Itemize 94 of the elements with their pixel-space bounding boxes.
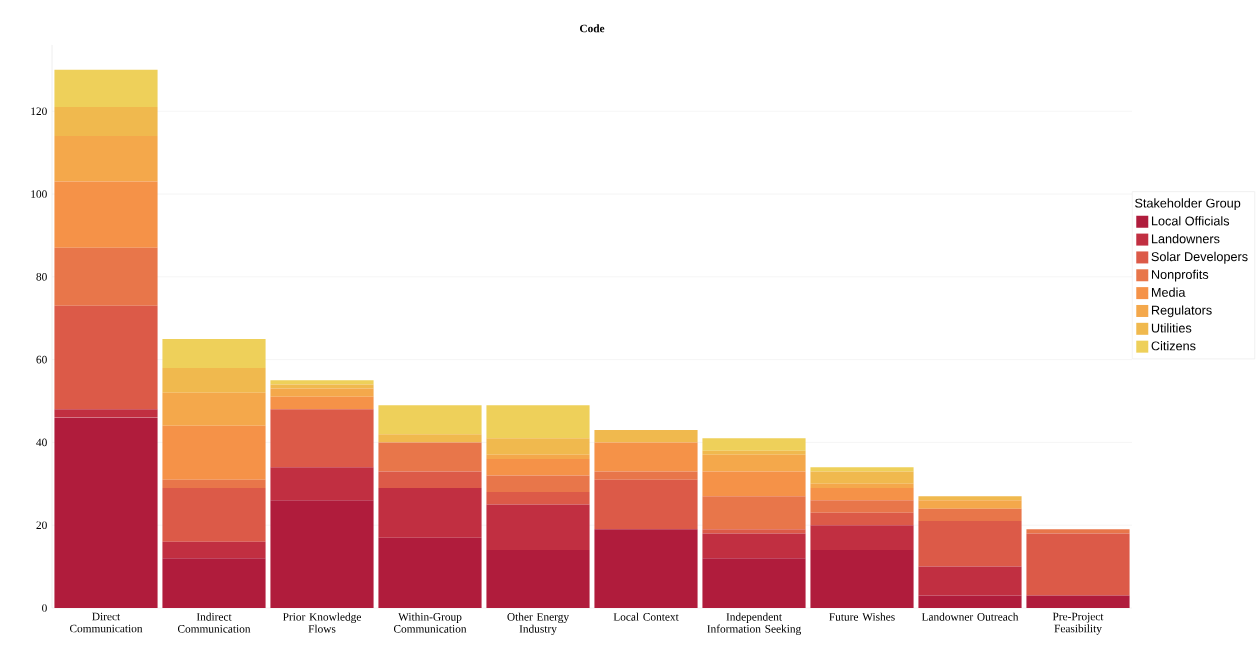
bar [594,442,698,472]
legend-label: Landowners [1151,234,1220,244]
bar [486,492,590,505]
bar [594,429,698,443]
bar [378,442,482,472]
x-tick-label: Other Energy Industry [507,612,570,636]
legend-label: Citizens [1151,341,1196,351]
y-tick-label: 20 [36,521,47,530]
bar [1026,533,1130,596]
bar [486,504,590,551]
y-tick-label: 40 [36,438,47,447]
bar [54,409,158,418]
legend-label: Media [1151,287,1186,297]
legend-label: Regulators [1151,305,1212,318]
bar [486,438,590,455]
bar [810,471,914,484]
bar [486,458,590,476]
bar [378,487,482,538]
bar [54,247,158,306]
bar [486,475,590,493]
bar [378,537,482,608]
bar [918,508,1022,522]
y-tick-label: 0 [42,604,47,612]
bar [378,434,482,443]
x-tick-label: Direct Communication [69,612,143,633]
x-tick-label: Landowner Outreach [921,612,1019,621]
legend-label: Local Officials [1151,216,1230,226]
x-tick-label: Local Context [613,612,679,621]
bar [54,69,158,108]
bar [810,483,914,488]
bar [54,417,158,608]
x-tick-label: Within-Group Communication [393,612,467,633]
chart-title: Code [579,24,605,33]
legend-title: Stakeholder Group [1135,198,1241,211]
x-tick-label: Pre-Project Feasibility [1052,612,1104,635]
bar [810,550,914,608]
bar [270,380,374,385]
bar [702,533,806,559]
bar [162,338,266,368]
bar [702,450,806,455]
bar [162,479,266,488]
bar [810,525,914,551]
bar [270,467,374,501]
bar [594,471,698,480]
y-tick-label: 120 [31,107,47,116]
legend-label: Utilities [1151,323,1192,333]
bar [810,467,914,472]
bar [702,471,806,497]
x-tick-label: Future Wishes [829,612,895,621]
bar [486,405,590,439]
bar [162,425,266,480]
bar [810,500,914,513]
y-tick-label: 100 [31,190,47,198]
bar [486,454,590,459]
y-tick-label: 60 [36,355,47,364]
bar [270,409,374,468]
x-tick-label: Independent Information Seeking [707,612,802,636]
bar [270,388,374,397]
x-tick-label: Indirect Communication [177,612,251,633]
bar [702,558,806,608]
bar [378,405,482,435]
bar [54,305,158,410]
bar [594,529,698,608]
bar [702,529,806,534]
bar [702,438,806,451]
bar [918,521,1022,567]
y-tick-label: 80 [36,273,47,281]
bar [270,384,374,389]
bar [162,487,266,542]
bar [486,550,590,608]
bar [270,396,374,410]
bar [918,566,1022,596]
legend-label: Solar Developers [1151,251,1248,264]
bar [270,500,374,608]
x-tick-label: Prior Knowledge Flows [282,612,361,633]
bar [54,136,158,182]
legend-label: Nonprofits [1151,269,1209,282]
bar [162,541,266,559]
bar [162,367,266,393]
bar [378,471,482,488]
bar [918,595,1022,608]
bar [162,558,266,608]
bar [702,454,806,472]
bar [702,496,806,530]
bar [1026,529,1130,534]
bar [54,107,158,137]
bar [1026,595,1130,608]
bar [54,181,158,248]
bar [918,496,1022,501]
bar [810,512,914,526]
bar [810,487,914,501]
bar [918,500,1022,509]
bar [162,392,266,426]
bar [594,479,698,530]
